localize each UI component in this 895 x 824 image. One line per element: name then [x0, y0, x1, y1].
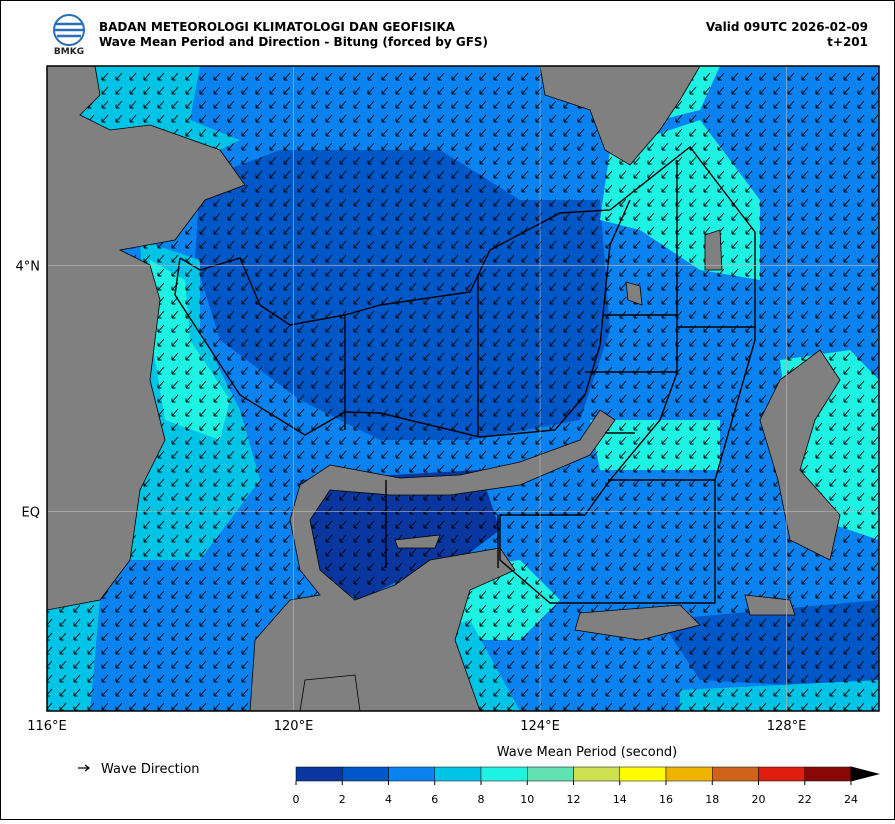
lon-label: 124°E [520, 719, 560, 734]
lat-label: 4°N [16, 260, 41, 275]
colorbar-title: Wave Mean Period (second) [497, 745, 678, 760]
colorbar-tick-label: 22 [798, 793, 812, 806]
colorbar-tick-label: 24 [844, 793, 858, 806]
logo: BMKG [53, 14, 85, 57]
title: BADAN METEOROLOGI KLIMATOLOGI DAN GEOFIS… [99, 20, 456, 34]
map [47, 66, 879, 711]
lon-label: 116°E [27, 719, 67, 734]
colorbar-bin [712, 766, 759, 782]
colorbar: 0 2 4 6 8 10 12 14 16 18 20 22 24 [293, 766, 880, 806]
colorbar-tick-label: 16 [659, 793, 673, 806]
arrow-legend-symbol [78, 764, 90, 772]
colorbar-bin [342, 766, 389, 782]
lon-label: 128°E [767, 719, 807, 734]
colorbar-bin [573, 766, 620, 782]
valid-time: Valid 09UTC 2026-02-09 [706, 20, 868, 34]
colorbar-bin [619, 766, 667, 782]
colorbar-bin [480, 766, 528, 782]
colorbar-bin [434, 766, 482, 782]
logo-text: BMKG [54, 47, 84, 57]
colorbar-bin [388, 766, 435, 782]
colorbar-tick-label: 12 [567, 793, 581, 806]
colorbar-tick-label: 8 [478, 793, 485, 806]
lat-label: EQ [22, 505, 40, 520]
subtitle: Wave Mean Period and Direction - Bitung … [99, 35, 488, 49]
colorbar-tick-label: 2 [339, 793, 346, 806]
colorbar-tick-label: 20 [752, 793, 766, 806]
colorbar-extend [850, 766, 880, 782]
colorbar-tick-label: 0 [293, 793, 300, 806]
arrow-legend-label: Wave Direction [101, 762, 200, 777]
colorbar-bin [665, 766, 713, 782]
colorbar-tick-label: 18 [705, 793, 719, 806]
colorbar-bin [758, 766, 805, 782]
colorbar-bin [527, 766, 574, 782]
colorbar-tick-label: 4 [385, 793, 392, 806]
map-frame [46, 65, 880, 712]
colorbar-tick-label: 10 [520, 793, 534, 806]
forecast-step: t+201 [827, 35, 868, 49]
colorbar-bin [804, 766, 852, 782]
colorbar-bin [295, 766, 343, 782]
colorbar-tick-label: 6 [431, 793, 438, 806]
colorbar-tick-label: 14 [613, 793, 627, 806]
lon-label: 120°E [274, 719, 314, 734]
